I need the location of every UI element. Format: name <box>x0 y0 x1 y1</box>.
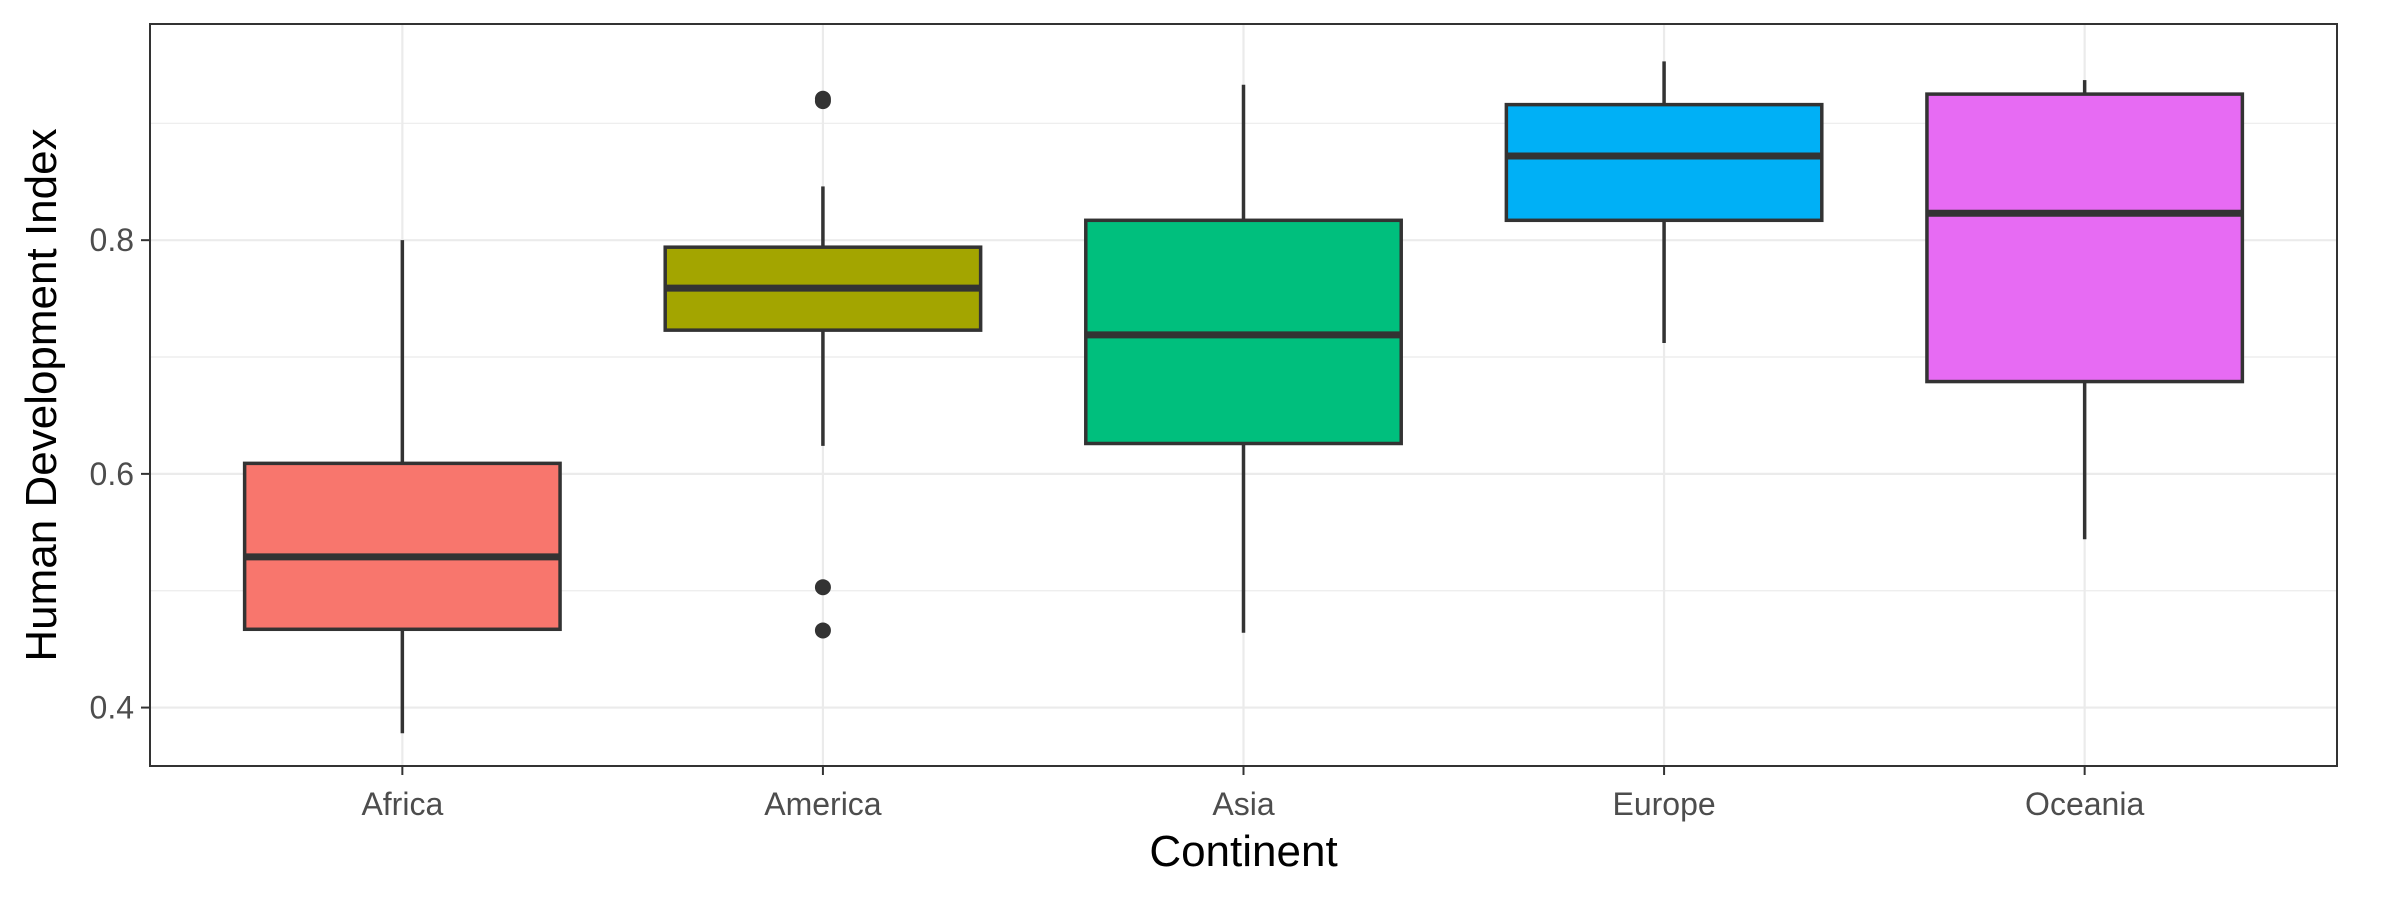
y-tick-label: 0.4 <box>90 690 134 726</box>
x-tick-label: Africa <box>361 786 443 822</box>
y-tick-label: 0.6 <box>90 456 134 492</box>
outlier-point <box>814 622 831 639</box>
boxes <box>242 61 2245 734</box>
box-rect <box>1504 102 1824 223</box>
y-axis: 0.4 0.6 0.8 <box>90 222 150 726</box>
x-tick-label: Europe <box>1612 786 1715 822</box>
x-axis: Africa America Asia Europe Oceania <box>361 766 2144 822</box>
outlier-point <box>814 579 831 596</box>
x-tick-label: Oceania <box>2025 786 2144 822</box>
box-rect <box>1925 92 2245 384</box>
x-tick-label: America <box>764 786 882 822</box>
box-africa <box>242 240 562 734</box>
x-tick-label: Asia <box>1212 786 1274 822</box>
box-rect <box>242 461 562 632</box>
y-axis-title: Human Development Index <box>17 128 66 661</box>
box-america <box>663 90 983 639</box>
y-tick-label: 0.8 <box>90 222 134 258</box>
box-asia <box>1084 84 1403 633</box>
box-europe <box>1504 61 1824 344</box>
x-axis-title: Continent <box>1149 827 1337 876</box>
box-oceania <box>1925 80 2245 540</box>
outlier-point <box>814 93 831 110</box>
